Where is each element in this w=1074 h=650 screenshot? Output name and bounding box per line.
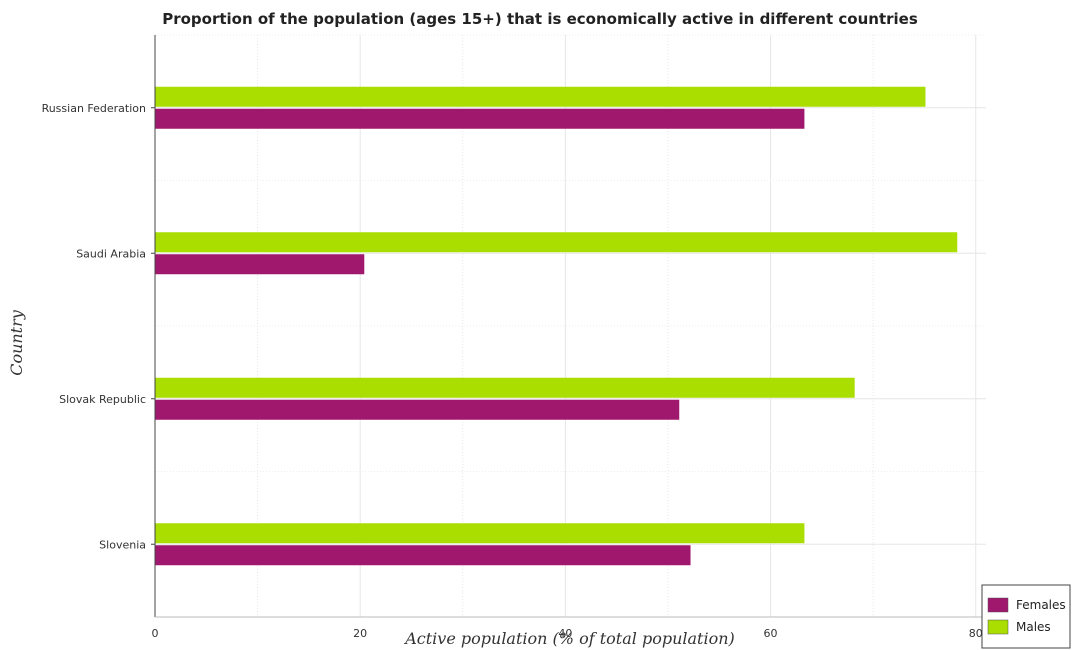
y-tick-label: Slovenia — [99, 538, 146, 551]
y-tick-label: Russian Federation — [42, 102, 146, 115]
bars — [155, 86, 958, 566]
legend-label-males: Males — [1016, 620, 1051, 634]
y-tick-label: Slovak Republic — [59, 393, 146, 406]
bar-females — [155, 254, 365, 275]
bar-females — [155, 545, 691, 566]
y-axis-label: Country — [7, 309, 26, 376]
x-tick-label: 40 — [558, 627, 572, 640]
grid — [154, 34, 986, 618]
axes: 0 20 40 60 80 Russian Federation Saudi Arabia S… — [42, 35, 986, 640]
bar-males — [155, 377, 855, 398]
bar-females — [155, 399, 680, 420]
chart-title: Proportion of the population (ages 15+) … — [162, 10, 918, 28]
bar-males — [155, 232, 958, 253]
bar-males — [155, 86, 926, 107]
legend-box — [981, 584, 1071, 649]
legend-label-females: Females — [1016, 598, 1066, 612]
x-tick-label: 60 — [764, 627, 778, 640]
legend-swatch-males — [987, 619, 1009, 635]
bar-females — [155, 108, 805, 129]
x-tick-label: 80 — [969, 627, 983, 640]
y-tick-label: Saudi Arabia — [76, 247, 146, 260]
bar-males — [155, 523, 805, 544]
legend: Females Males — [981, 584, 1071, 649]
legend-swatch-females — [987, 597, 1009, 613]
x-tick-label: 0 — [152, 627, 159, 640]
x-axis-label: Active population (% of total population… — [403, 629, 735, 648]
x-tick-label: 20 — [353, 627, 367, 640]
